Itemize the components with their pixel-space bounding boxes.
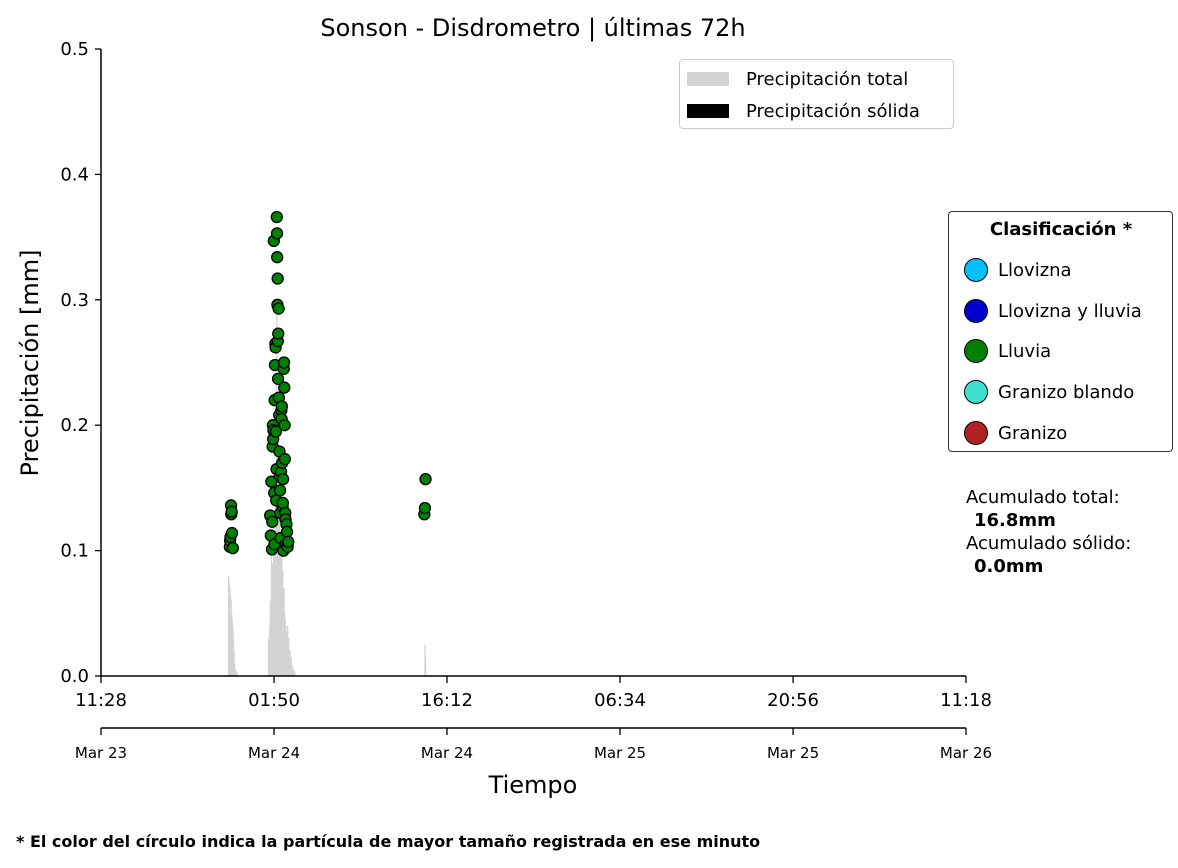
lluvia-point <box>282 535 295 548</box>
lluvia-point <box>266 515 279 528</box>
chart-title: Sonson - Disdrometro | últimas 72h <box>320 14 745 42</box>
precip-bar <box>424 657 427 676</box>
precip-bar <box>289 650 291 676</box>
x-tick-label-time: 20:56 <box>767 690 819 711</box>
lluvia-point <box>276 472 290 486</box>
class-label-llovizna: Llovizna <box>998 259 1072 281</box>
precip-bar <box>290 657 292 676</box>
y-tick-label: 0.4 <box>60 164 89 185</box>
granizo-dot <box>964 421 988 445</box>
precip-bar <box>236 672 238 676</box>
precip-bar <box>293 669 295 676</box>
accumulated-total-number: 16.8mm <box>974 510 1056 531</box>
legend-item-total: Precipitación total <box>687 68 908 90</box>
lluvia-point <box>275 400 289 413</box>
lluvia-point <box>278 419 291 432</box>
precipitation-bars <box>228 299 427 676</box>
y-tick-label: 0.5 <box>60 39 89 60</box>
lluvia-point <box>419 472 432 486</box>
y-axis-label: Precipitación [mm] <box>16 250 44 477</box>
lluvia-point <box>226 541 240 555</box>
class-item-granizo: Granizo <box>964 419 1067 447</box>
x-tick-label-time: 01:50 <box>248 690 300 711</box>
lluvia-point <box>271 251 284 264</box>
legend-item-solid: Precipitación sólida <box>687 100 920 122</box>
x-tick-label-date: Mar 23 <box>75 744 127 762</box>
class-item-llovizna: Llovizna <box>964 256 1072 284</box>
class-item-lluvia: Lluvia <box>964 337 1051 365</box>
lluvia-point <box>225 526 239 540</box>
classification-points <box>223 210 432 557</box>
precip-bar <box>233 650 235 676</box>
classification-title: Clasificación * <box>989 219 1133 240</box>
class-item-llovizna-lluvia: Llovizna y lluvia <box>964 297 1142 325</box>
class-label-granizo-blando: Granizo blando <box>998 381 1135 403</box>
granizo-blando-dot <box>964 380 988 404</box>
lluvia-point <box>278 381 291 394</box>
lluvia-point <box>273 484 287 497</box>
class-label-lluvia: Lluvia <box>998 340 1052 362</box>
accumulated-total-label: Acumulado total: <box>966 487 1120 508</box>
y-ticks: 0.0 0.1 0.2 0.3 0.4 0.5 <box>60 39 101 687</box>
class-label-granizo: Granizo <box>998 422 1068 444</box>
y-tick-label: 0.2 <box>60 415 89 436</box>
legend-label-solid: Precipitación sólida <box>746 100 920 122</box>
precip-bar <box>235 669 237 676</box>
lluvia-point <box>271 272 284 285</box>
lluvia-point <box>265 475 278 488</box>
y-tick-label: 0.0 <box>60 666 89 687</box>
llovizna-lluvia-dot <box>964 299 988 323</box>
x-tick-label-date: Mar 25 <box>594 744 646 762</box>
lluvia-point <box>277 356 291 369</box>
lluvia-point <box>269 425 283 438</box>
precip-bar <box>294 672 296 676</box>
x-tick-label-date: Mar 26 <box>940 744 992 762</box>
accumulated-solid-value: 0.0mm <box>974 555 1043 578</box>
total-swatch <box>687 72 729 86</box>
accumulated-total-value: 16.8mm <box>974 509 1056 532</box>
lluvia-point <box>272 327 285 340</box>
lluvia-point <box>272 302 285 315</box>
x-tick-label-time: 16:12 <box>421 690 473 711</box>
x-tick-label-time: 11:18 <box>940 690 992 711</box>
classification-legend: Clasificación * Llovizna Llovizna y lluv… <box>948 211 1173 452</box>
lluvia-point <box>418 501 432 515</box>
class-item-granizo-blando: Granizo blando <box>964 378 1134 406</box>
x-tick-label-time: 06:34 <box>594 690 646 711</box>
solid-swatch <box>687 104 729 118</box>
llovizna-dot <box>964 258 988 282</box>
precip-bar <box>291 665 294 676</box>
x-tick-label-date: Mar 25 <box>767 744 819 762</box>
precip-bar <box>234 663 236 676</box>
lluvia-point <box>270 227 284 240</box>
y-tick-label: 0.1 <box>60 541 89 562</box>
x-tick-label-date: Mar 24 <box>248 744 300 762</box>
accumulated-solid-number: 0.0mm <box>974 556 1044 577</box>
accumulated-solid-label: Acumulado sólido: <box>966 533 1132 554</box>
precip-bar <box>267 638 270 676</box>
lluvia-dot <box>964 339 988 363</box>
lluvia-point <box>280 525 294 538</box>
lluvia-point <box>278 452 292 466</box>
footnote: * El color del círculo indica la partícu… <box>16 832 761 851</box>
lluvia-point <box>276 496 289 510</box>
series-legend: Precipitación total Precipitación sólida <box>679 59 954 129</box>
lluvia-point <box>225 505 238 518</box>
x-tick-label-time: 11:28 <box>75 690 127 711</box>
lluvia-point <box>271 372 285 385</box>
lluvia-point <box>270 210 283 224</box>
y-tick-label: 0.3 <box>60 290 89 311</box>
x-tick-label-date: Mar 24 <box>421 744 473 762</box>
x-axis-label: Tiempo <box>488 771 578 799</box>
legend-label-total: Precipitación total <box>746 68 909 90</box>
class-label-llovizna-lluvia: Llovizna y lluvia <box>998 300 1142 322</box>
x-ticks: 11:28 Mar 23 01:50 Mar 24 16:12 Mar 24 06:34 Ma… <box>75 676 992 762</box>
